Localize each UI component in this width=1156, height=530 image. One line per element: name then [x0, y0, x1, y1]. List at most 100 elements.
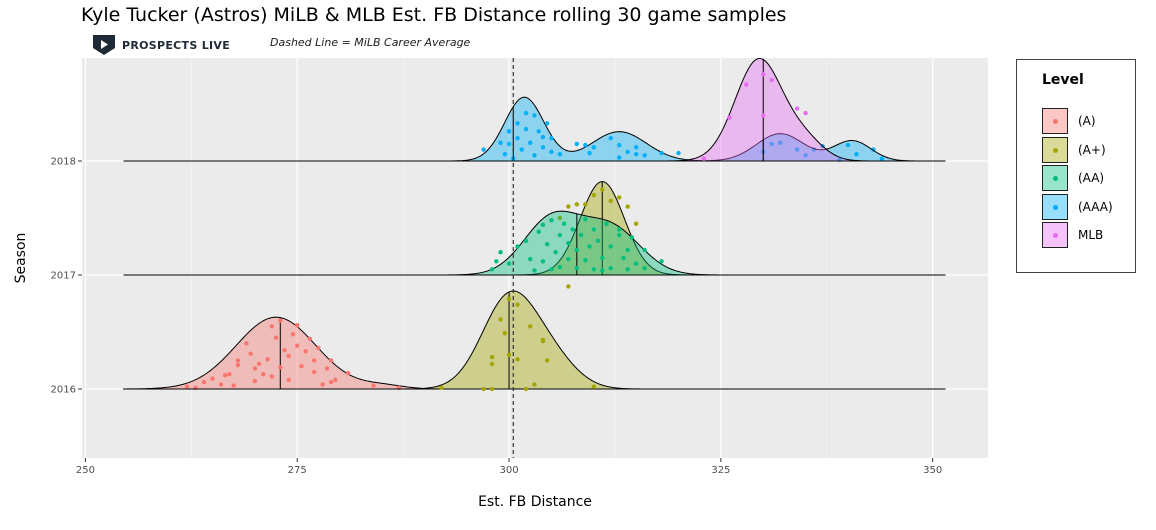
data-point: [536, 229, 541, 234]
data-point: [803, 110, 808, 116]
data-point: [506, 352, 512, 357]
plot-panel: [82, 58, 988, 458]
data-point: [794, 147, 800, 152]
data-point: [295, 343, 300, 348]
density-area: [123, 57, 946, 162]
legend-item: MLB: [1042, 221, 1103, 249]
data-point: [557, 215, 563, 221]
data-point: [523, 126, 529, 132]
data-point: [528, 256, 533, 262]
data-point: [269, 374, 275, 379]
data-point: [566, 204, 571, 209]
data-point: [218, 382, 224, 387]
data-point: [617, 155, 622, 160]
data-point: [184, 384, 190, 389]
data-point: [265, 357, 270, 362]
data-point: [506, 129, 512, 134]
legend-item: (A+): [1042, 136, 1106, 164]
data-point: [523, 110, 529, 116]
data-point: [595, 238, 601, 243]
legend-swatch: [1042, 193, 1068, 220]
data-point: [506, 261, 512, 266]
data-point: [574, 265, 580, 271]
data-point: [570, 227, 575, 232]
data-point: [549, 149, 554, 155]
data-point: [256, 361, 262, 367]
y-axis-title: Season: [13, 233, 29, 284]
x-tick-label: 325: [711, 465, 730, 476]
data-point: [591, 267, 596, 272]
data-point: [574, 202, 580, 207]
legend-dot: [1053, 204, 1058, 210]
data-point: [244, 341, 249, 346]
x-tick-label: 350: [923, 465, 942, 476]
data-point: [316, 345, 321, 351]
data-point: [727, 115, 732, 120]
data-point: [617, 195, 622, 200]
data-point: [494, 259, 499, 264]
legend-item: (AAA): [1042, 193, 1113, 221]
data-point: [540, 222, 546, 228]
data-point: [561, 221, 567, 226]
data-point: [625, 204, 630, 209]
data-point: [282, 348, 287, 353]
data-point: [519, 147, 524, 152]
data-point: [278, 318, 283, 323]
data-point: [879, 156, 885, 161]
chart-title: Kyle Tucker (Astros) MiLB & MLB Est. FB …: [81, 4, 787, 26]
data-point: [633, 261, 639, 266]
x-tick-label: 250: [76, 465, 95, 476]
data-point: [591, 145, 596, 150]
data-point: [617, 232, 622, 238]
data-point: [583, 142, 588, 148]
data-point: [701, 156, 707, 161]
legend-item: (AA): [1042, 164, 1104, 192]
data-point: [540, 145, 546, 150]
data-point: [566, 284, 571, 289]
data-point: [210, 376, 215, 381]
data-point: [591, 193, 596, 198]
data-point: [328, 358, 334, 363]
data-point: [502, 330, 508, 336]
data-point: [557, 232, 563, 238]
data-point: [761, 113, 766, 118]
legend-dot: [1053, 233, 1058, 238]
data-point: [515, 357, 520, 362]
data-point: [269, 324, 275, 329]
data-point: [557, 151, 563, 157]
data-point: [617, 227, 622, 232]
data-point: [583, 257, 588, 263]
data-point: [286, 377, 291, 383]
data-point: [659, 150, 664, 156]
data-point: [642, 247, 647, 253]
data-point: [583, 216, 588, 222]
legend-swatch: [1042, 222, 1068, 248]
data-point: [481, 147, 486, 152]
data-point: [600, 255, 605, 261]
data-point: [549, 136, 554, 141]
data-point: [489, 386, 495, 392]
data-point: [345, 370, 351, 376]
data-point: [625, 247, 630, 253]
legend-label: (A+): [1078, 142, 1106, 157]
data-point: [854, 151, 859, 157]
data-point: [328, 379, 334, 385]
data-point: [324, 366, 330, 371]
x-tick-label: 300: [500, 465, 519, 476]
data-point: [532, 268, 537, 273]
data-point: [489, 354, 495, 360]
data-point: [252, 378, 258, 384]
data-point: [549, 267, 554, 272]
data-point: [803, 153, 808, 158]
data-point: [629, 235, 635, 240]
data-point: [777, 140, 783, 145]
data-point: [502, 151, 508, 157]
data-point: [845, 142, 851, 148]
data-point: [633, 221, 639, 226]
data-point: [544, 358, 550, 363]
data-point: [515, 136, 520, 141]
data-point: [557, 264, 563, 270]
data-point: [515, 121, 520, 126]
data-point: [583, 202, 588, 207]
